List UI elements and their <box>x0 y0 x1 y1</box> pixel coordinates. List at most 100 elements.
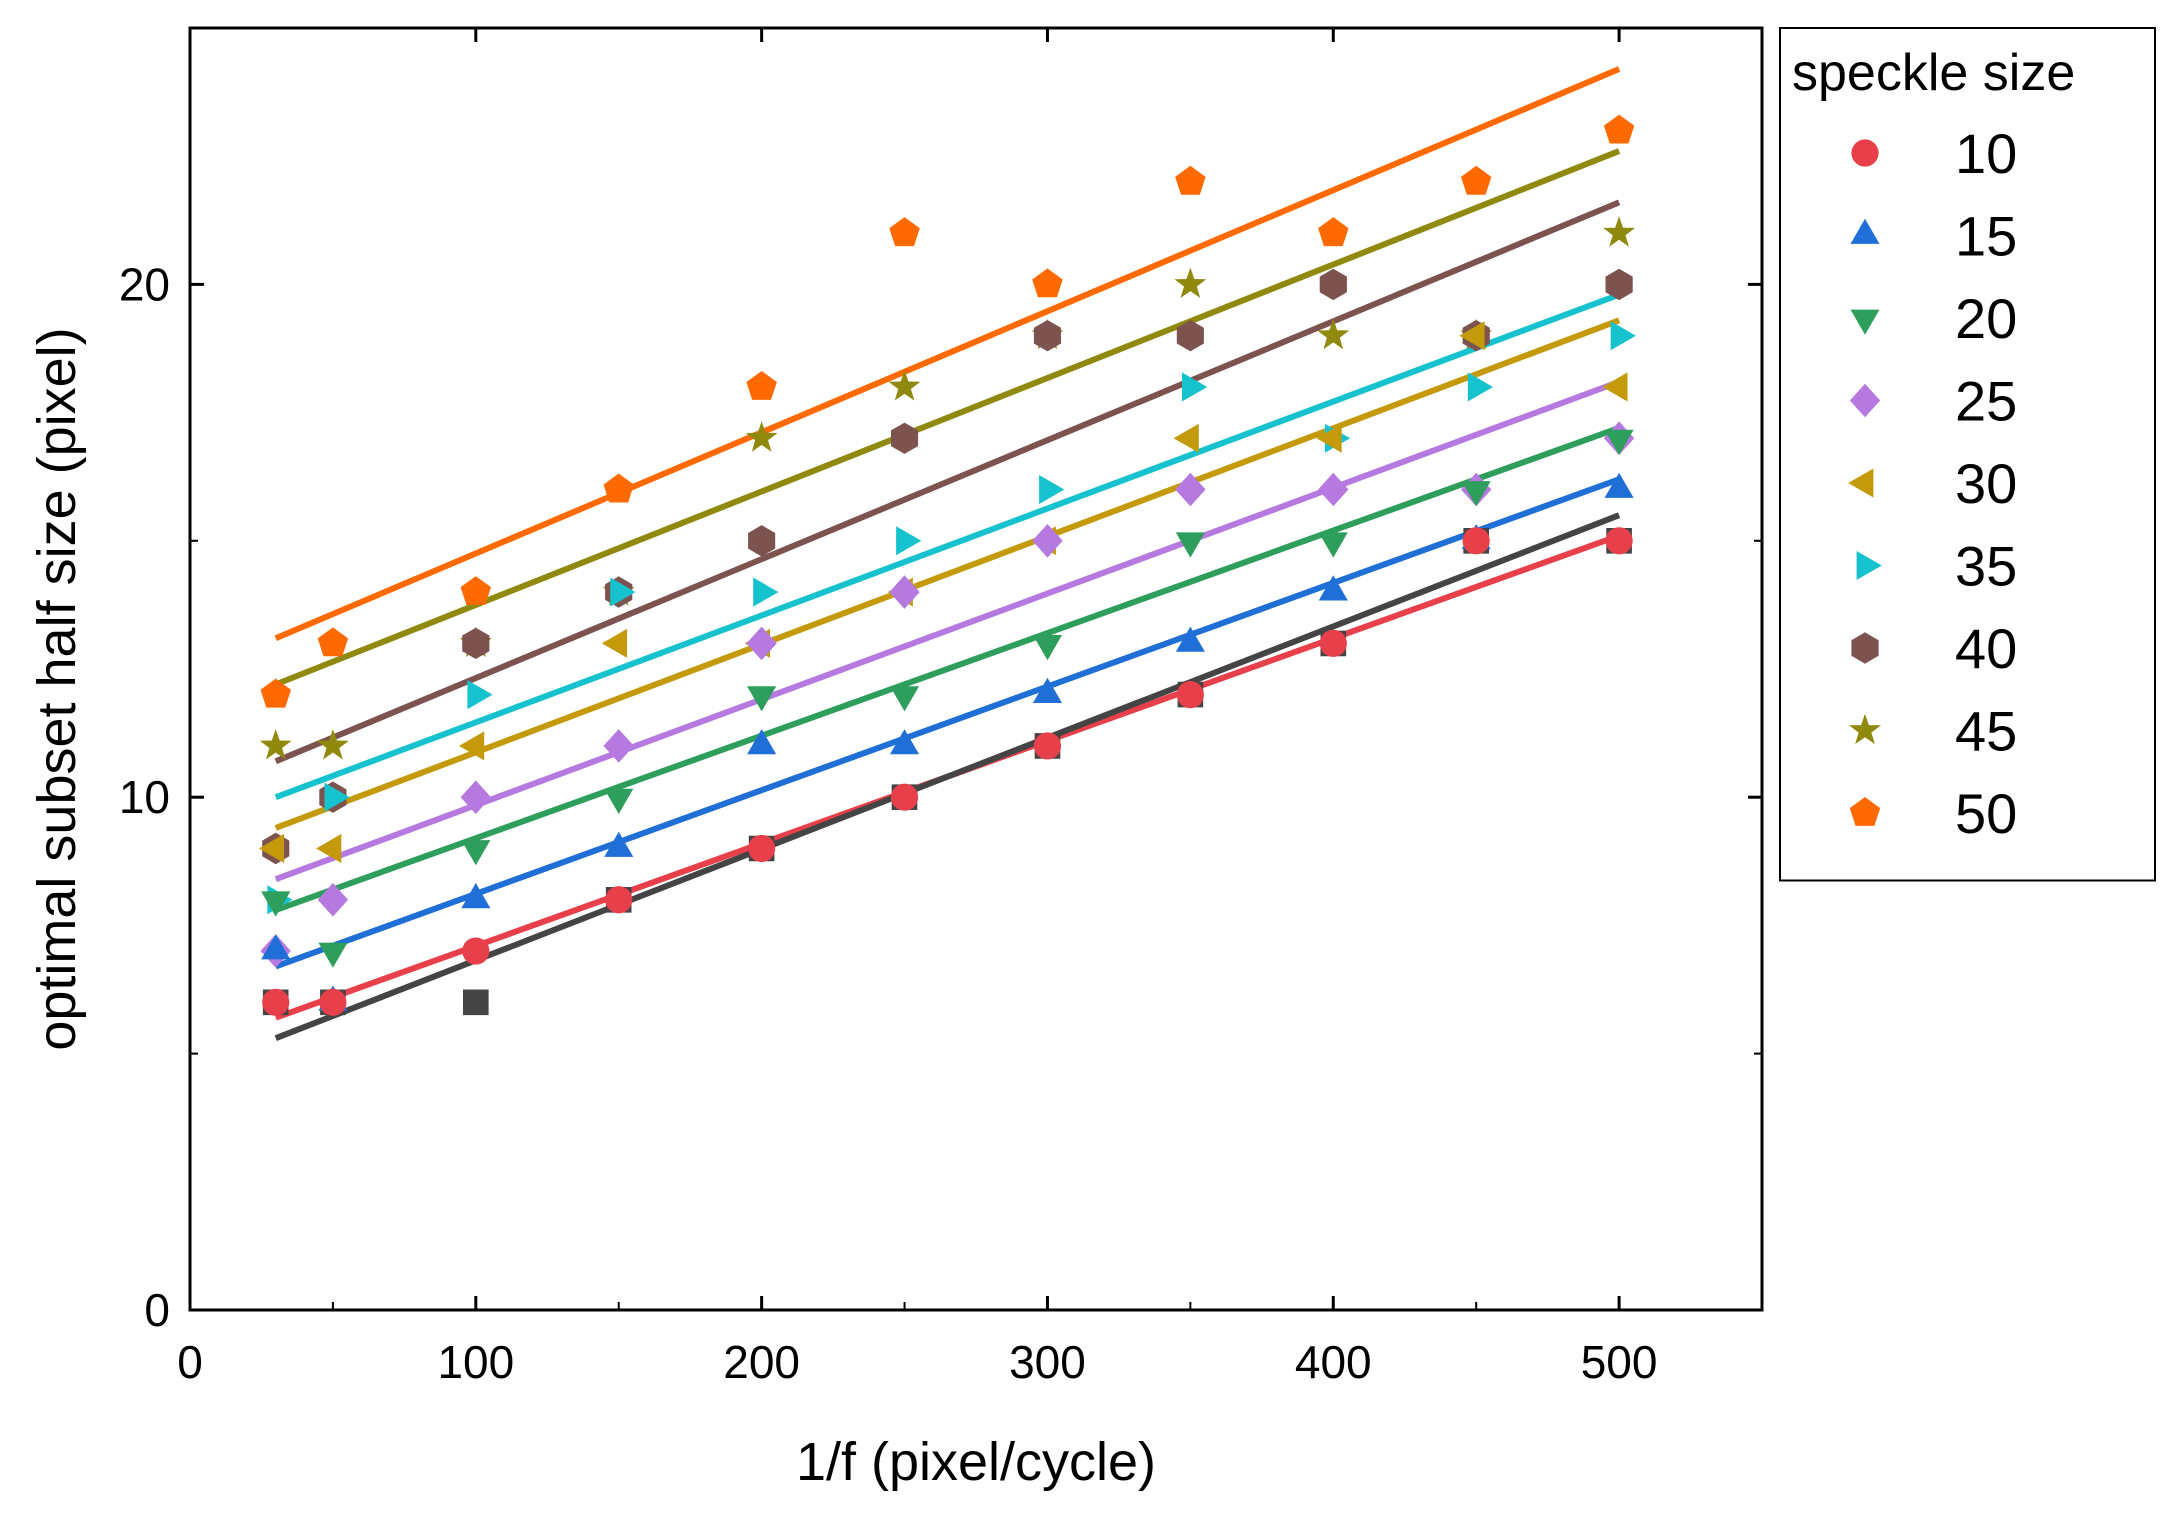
plot-frame <box>188 26 1764 1312</box>
data-point-45 <box>1174 267 1207 298</box>
data-point-35 <box>610 577 636 607</box>
data-point-15 <box>1318 575 1348 601</box>
data-point-30 <box>459 731 485 761</box>
data-point-30 <box>1173 423 1199 453</box>
data-point-40 <box>748 525 776 557</box>
data-point-10 <box>319 988 347 1016</box>
y-tick-label: 10 <box>119 771 170 823</box>
data-point-50 <box>889 217 920 247</box>
data-point-10 <box>262 988 290 1016</box>
x-tick-label: 300 <box>1009 1336 1086 1388</box>
fit-line-30 <box>274 317 1621 831</box>
data-point-15 <box>261 934 291 960</box>
data-point-10 <box>462 937 490 965</box>
x-tick-label: 100 <box>437 1336 514 1388</box>
data-point-30 <box>258 833 285 863</box>
legend-marker-20 <box>1850 309 1880 335</box>
legend-label: 10 <box>1955 122 2017 185</box>
data-point-20 <box>318 942 348 968</box>
data-point-10 <box>1319 629 1347 657</box>
legend-label: 30 <box>1955 452 2017 515</box>
data-point-35 <box>753 577 779 607</box>
x-axis-label: 1/f (pixel/cycle) <box>796 1432 1156 1492</box>
data-point-50 <box>1175 165 1206 195</box>
data-point-extra <box>463 989 489 1016</box>
data-point-50 <box>1032 268 1063 298</box>
data-point-20 <box>1461 481 1491 507</box>
fit-line-40 <box>274 199 1621 765</box>
data-point-50 <box>1461 165 1492 195</box>
fit-line-extra <box>274 512 1621 1042</box>
data-point-35 <box>1467 372 1493 402</box>
data-point-40 <box>1176 320 1204 352</box>
data-point-40 <box>462 627 490 659</box>
fit-line-50 <box>274 66 1621 641</box>
data-point-40 <box>1319 268 1347 301</box>
legend-marker-40 <box>1851 632 1879 664</box>
data-point-45 <box>259 729 292 760</box>
data-point-10 <box>1176 681 1204 709</box>
data-point-30 <box>1602 372 1628 402</box>
y-axis-label: optimal subset half size (pixel) <box>27 327 87 1050</box>
legend-entry: 15 <box>1850 205 2017 268</box>
data-point-20 <box>1032 635 1062 661</box>
data-point-35 <box>1182 372 1208 402</box>
legend-marker-50 <box>1849 797 1881 826</box>
data-point-50 <box>1603 114 1635 144</box>
y-tick-label: 0 <box>144 1284 170 1336</box>
legend-entry: 40 <box>1851 617 2017 680</box>
data-point-10 <box>890 783 919 811</box>
data-point-20 <box>747 686 777 712</box>
data-point-25 <box>746 626 777 661</box>
data-point-35 <box>324 782 350 812</box>
x-tick-label: 200 <box>723 1336 800 1388</box>
y-tick-label: 20 <box>119 258 170 310</box>
data-point-20 <box>1175 532 1205 558</box>
y-axis: 0 10 20 <box>119 27 1762 1336</box>
legend-entry: 30 <box>1848 452 2017 515</box>
data-point-45 <box>745 421 778 452</box>
data-point-30 <box>1459 321 1485 351</box>
data-markers <box>258 114 1636 1016</box>
data-point-40 <box>1605 268 1633 301</box>
data-point-35 <box>1610 321 1636 351</box>
data-point-15 <box>747 729 777 755</box>
data-point-10 <box>748 834 776 863</box>
data-point-30 <box>1316 423 1342 453</box>
legend-label: 15 <box>1955 205 2017 268</box>
legend-label: 45 <box>1955 700 2017 763</box>
data-point-30 <box>316 833 342 863</box>
data-point-25 <box>317 883 349 917</box>
legend-entry: 35 <box>1856 535 2017 598</box>
x-tick-label: 500 <box>1581 1336 1658 1388</box>
legend-box <box>1779 27 2156 882</box>
data-point-20 <box>261 891 291 917</box>
data-point-25 <box>1318 472 1349 507</box>
data-point-30 <box>601 628 628 658</box>
data-point-25 <box>1032 524 1063 558</box>
data-point-20 <box>604 788 634 814</box>
legend-label: 50 <box>1955 782 2017 845</box>
data-point-15 <box>461 883 491 909</box>
data-point-25 <box>889 575 920 609</box>
legend-label: 20 <box>1955 287 2017 350</box>
fit-line-15 <box>274 476 1621 970</box>
data-point-35 <box>1039 475 1065 505</box>
data-point-45 <box>1603 216 1636 247</box>
data-point-20 <box>461 840 491 866</box>
legend-marker-10 <box>1851 139 1879 167</box>
legend-marker-35 <box>1856 551 1882 580</box>
legend-entry: 45 <box>1849 700 2017 763</box>
data-point-20 <box>1318 532 1348 558</box>
data-point-20 <box>890 686 920 712</box>
data-point-35 <box>467 680 493 710</box>
legend-label: 25 <box>1955 370 2017 433</box>
data-point-15 <box>1604 472 1634 498</box>
data-point-35 <box>896 526 922 556</box>
data-point-15 <box>604 831 634 857</box>
legend-marker-45 <box>1849 713 1881 745</box>
data-point-10 <box>1462 527 1490 555</box>
data-point-25 <box>1175 472 1206 507</box>
legend-marker-15 <box>1850 218 1880 244</box>
data-point-40 <box>1033 320 1061 352</box>
